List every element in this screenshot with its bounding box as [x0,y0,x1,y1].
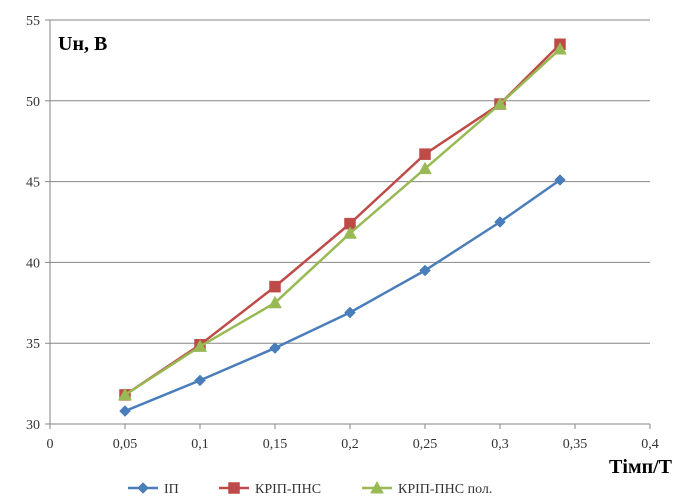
y-axis-ticks: 30 35 40 45 50 55 [26,14,40,433]
legend-swatch-marker [228,482,240,494]
y-tick-label: 40 [26,256,40,271]
data-point [119,405,131,417]
legend-swatch-marker [137,482,149,494]
legend-swatch-marker [370,480,384,494]
x-tick-label: 0 [47,437,54,452]
y-axis-title: Uн, В [58,33,107,55]
series-line [124,43,561,396]
data-point [494,216,506,228]
y-tick-label: 50 [26,95,40,110]
data-point [493,97,507,110]
data-point [418,161,432,175]
series-1 [119,174,566,417]
series-3 [118,42,567,401]
x-tick-label: 0,4 [641,437,659,452]
data-point [344,306,356,319]
x-tick-label: 0,35 [563,437,588,452]
data-point [269,342,281,354]
legend-item: КРІП-ПНС [219,482,321,497]
y-tick-label: 30 [26,418,40,433]
data-point [193,339,207,352]
legend-item: КРІП-ПНС пол. [362,480,492,497]
x-tick-label: 0,15 [263,437,288,452]
data-point [419,264,431,277]
legend: ІП КРІП-ПНС КРІП-ПНС пол. [128,480,492,497]
legend-item: ІП [128,482,179,497]
data-point [343,226,357,239]
data-point [118,387,132,401]
data-point [269,280,281,293]
data-point [553,42,567,55]
gridlines [50,19,650,344]
data-point [554,174,566,186]
series-line [124,178,561,413]
y-tick-label: 45 [26,176,40,191]
legend-label: КРІП-ПНС [255,482,321,497]
data-point [419,148,431,160]
axes [45,19,651,429]
data-point [194,374,206,387]
y-tick-label: 35 [26,337,40,352]
legend-label: ІП [164,482,179,497]
x-tick-label: 0,2 [341,437,359,452]
data-point [268,295,282,309]
series-layer [118,38,567,417]
x-tick-label: 0,1 [191,437,209,452]
x-tick-label: 0,25 [413,437,438,452]
x-axis-title: Тімп/Т [609,456,673,478]
legend-label: КРІП-ПНС пол. [398,482,492,497]
x-tick-label: 0,05 [113,437,138,452]
x-tick-label: 0,3 [491,437,509,452]
x-axis-ticks: 0 0,05 0,1 0,15 0,2 0,25 0,3 0,35 0,4 [47,437,659,452]
y-tick-label: 55 [26,14,40,29]
